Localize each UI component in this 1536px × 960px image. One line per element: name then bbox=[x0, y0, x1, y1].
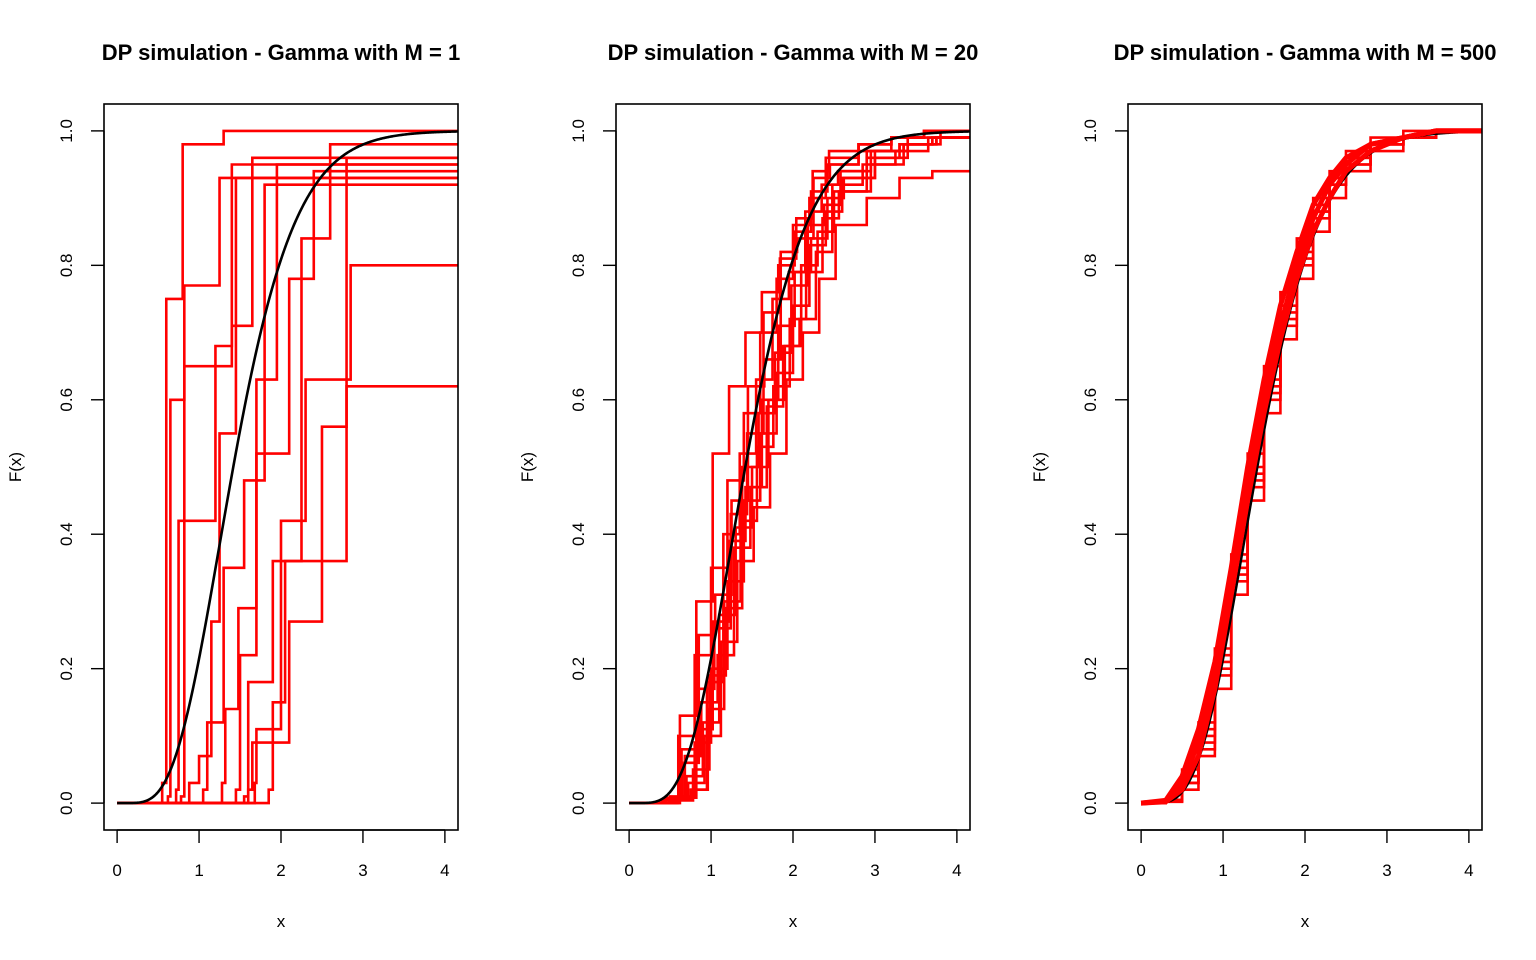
y-tick-label: 0.6 bbox=[57, 388, 76, 412]
x-axis-label: x bbox=[1301, 912, 1310, 931]
x-tick-label: 3 bbox=[358, 861, 367, 880]
chart-title: DP simulation - Gamma with M = 20 bbox=[608, 40, 979, 65]
simulation-line bbox=[117, 163, 458, 805]
simulation-line bbox=[629, 136, 970, 805]
y-tick-label: 1.0 bbox=[57, 119, 76, 143]
chart-panel-3: DP simulation - Gamma with M = 500 0 1 2 3 4 x… bbox=[1030, 40, 1496, 931]
reference-cdf-line bbox=[629, 130, 970, 805]
y-tick-label: 0.0 bbox=[569, 791, 588, 815]
y-axis-label: F(x) bbox=[6, 452, 25, 482]
simulation-line bbox=[117, 176, 458, 805]
chart-title: DP simulation - Gamma with M = 500 bbox=[1114, 40, 1497, 65]
plot-area bbox=[629, 129, 970, 805]
simulation-line bbox=[629, 169, 970, 805]
simulation-line bbox=[117, 156, 458, 805]
y-tick-label: 0.6 bbox=[569, 388, 588, 412]
x-tick-label: 0 bbox=[624, 861, 633, 880]
simulation-line bbox=[629, 136, 970, 805]
simulation-line bbox=[1140, 128, 1482, 806]
x-tick-label: 0 bbox=[1136, 861, 1145, 880]
x-tick-label: 0 bbox=[112, 861, 121, 880]
y-tick-label: 0.0 bbox=[57, 791, 76, 815]
y-tick-label: 1.0 bbox=[1081, 119, 1100, 143]
y-tick-label: 0.2 bbox=[569, 657, 588, 681]
simulation-line bbox=[117, 156, 458, 805]
y-tick-label: 0.2 bbox=[57, 657, 76, 681]
y-axis-label: F(x) bbox=[1030, 452, 1049, 482]
y-tick-label: 0.4 bbox=[1081, 522, 1100, 546]
simulation-line bbox=[117, 169, 458, 805]
chart-panel-1: DP simulation - Gamma with M = 1 0 1 2 3 4 x 0.… bbox=[6, 40, 460, 931]
x-axis-label: x bbox=[277, 912, 286, 931]
x-tick-label: 1 bbox=[706, 861, 715, 880]
x-tick-label: 4 bbox=[952, 861, 961, 880]
simulation-line bbox=[629, 136, 970, 805]
y-tick-label: 0.4 bbox=[569, 522, 588, 546]
y-axis-label: F(x) bbox=[518, 452, 537, 482]
y-tick-label: 0.8 bbox=[57, 254, 76, 278]
x-tick-label: 2 bbox=[788, 861, 797, 880]
x-tick-label: 3 bbox=[1382, 861, 1391, 880]
simulation-line bbox=[117, 176, 458, 805]
plot-area bbox=[117, 129, 458, 805]
reference-cdf-line bbox=[117, 130, 458, 805]
x-tick-label: 2 bbox=[276, 861, 285, 880]
simulation-line bbox=[117, 183, 458, 805]
chart-panel-2: DP simulation - Gamma with M = 20 0 1 2 3 4 x 0… bbox=[518, 40, 978, 931]
x-axis-label: x bbox=[789, 912, 798, 931]
plot-frame bbox=[1127, 103, 1483, 831]
y-tick-label: 0.0 bbox=[1081, 791, 1100, 815]
x-tick-label: 4 bbox=[1464, 861, 1473, 880]
simulation-line bbox=[1140, 128, 1482, 806]
simulation-line bbox=[629, 129, 970, 805]
chart-title: DP simulation - Gamma with M = 1 bbox=[102, 40, 460, 65]
y-tick-label: 1.0 bbox=[569, 119, 588, 143]
x-tick-label: 4 bbox=[440, 861, 449, 880]
simulation-line bbox=[117, 385, 458, 805]
x-tick-label: 2 bbox=[1300, 861, 1309, 880]
x-tick-label: 3 bbox=[870, 861, 879, 880]
y-tick-label: 0.8 bbox=[569, 254, 588, 278]
y-tick-label: 0.4 bbox=[57, 522, 76, 546]
x-tick-label: 1 bbox=[1218, 861, 1227, 880]
plot-area bbox=[1140, 128, 1482, 806]
simulation-line bbox=[117, 129, 458, 805]
plot-frame bbox=[615, 103, 971, 831]
x-tick-label: 1 bbox=[194, 861, 203, 880]
y-tick-label: 0.8 bbox=[1081, 254, 1100, 278]
y-tick-label: 0.2 bbox=[1081, 657, 1100, 681]
simulation-line bbox=[117, 264, 458, 805]
simulation-line bbox=[117, 163, 458, 805]
y-tick-label: 0.6 bbox=[1081, 388, 1100, 412]
